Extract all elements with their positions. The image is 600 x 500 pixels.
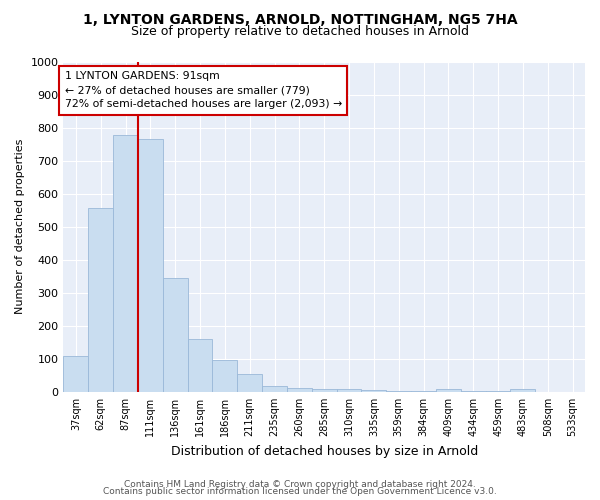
Text: Contains public sector information licensed under the Open Government Licence v3: Contains public sector information licen… <box>103 487 497 496</box>
Bar <box>461 391 485 392</box>
Bar <box>511 388 535 392</box>
Bar <box>138 139 163 392</box>
Text: 1 LYNTON GARDENS: 91sqm
← 27% of detached houses are smaller (779)
72% of semi-d: 1 LYNTON GARDENS: 91sqm ← 27% of detache… <box>65 72 342 110</box>
Bar <box>88 208 113 392</box>
Bar <box>212 360 237 392</box>
Bar <box>386 390 411 392</box>
Bar <box>436 390 461 392</box>
Bar <box>262 386 287 392</box>
Bar <box>64 356 88 392</box>
Bar <box>113 135 138 392</box>
Bar <box>312 388 337 392</box>
Bar <box>188 339 212 392</box>
Y-axis label: Number of detached properties: Number of detached properties <box>15 139 25 314</box>
Text: Contains HM Land Registry data © Crown copyright and database right 2024.: Contains HM Land Registry data © Crown c… <box>124 480 476 489</box>
Bar <box>337 390 361 392</box>
Bar <box>361 390 386 392</box>
Bar <box>237 374 262 392</box>
Text: 1, LYNTON GARDENS, ARNOLD, NOTTINGHAM, NG5 7HA: 1, LYNTON GARDENS, ARNOLD, NOTTINGHAM, N… <box>83 12 517 26</box>
X-axis label: Distribution of detached houses by size in Arnold: Distribution of detached houses by size … <box>170 444 478 458</box>
Bar <box>287 388 312 392</box>
Bar <box>163 278 188 392</box>
Text: Size of property relative to detached houses in Arnold: Size of property relative to detached ho… <box>131 25 469 38</box>
